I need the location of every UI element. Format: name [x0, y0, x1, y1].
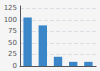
svg-text:100: 100 [4, 16, 17, 24]
svg-text:25: 25 [8, 50, 17, 58]
svg-text:125: 125 [4, 4, 17, 12]
svg-text:50: 50 [8, 39, 17, 47]
svg-text:0: 0 [13, 62, 17, 70]
svg-text:75: 75 [8, 27, 17, 35]
